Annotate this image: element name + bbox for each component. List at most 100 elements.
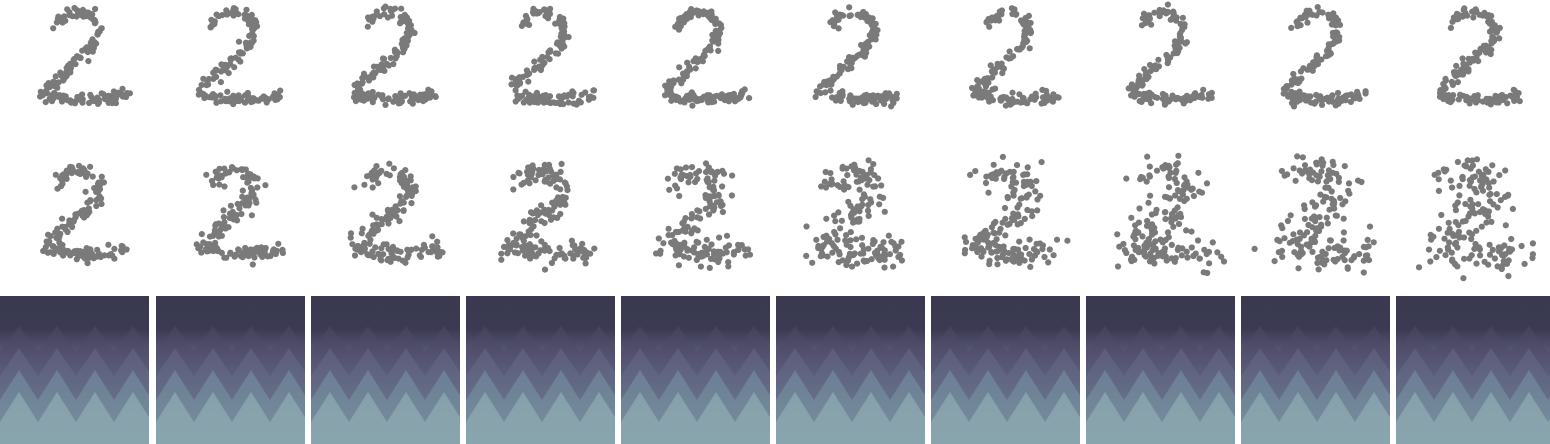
target-point [585,96,592,103]
sample-point [996,243,1003,250]
sample-point [1064,237,1071,244]
target-point [570,89,577,96]
sample-point [364,173,371,180]
sample-point [60,247,68,254]
target-point [708,8,715,15]
sample-point [1026,251,1033,258]
target-point [1504,100,1511,107]
target-point [217,92,224,99]
target-point [1334,89,1342,97]
sample-point [1325,245,1332,252]
sample-point [93,184,101,191]
sample-point [1011,186,1018,194]
sample-point [1148,241,1155,248]
target-point [882,90,889,97]
target-point [398,14,405,21]
sample-point [216,165,223,172]
sample-point [1171,175,1178,183]
sample-point [1334,243,1341,250]
target-point [1454,79,1461,86]
target-point [1314,4,1321,11]
target-point [1022,14,1029,22]
sample-point [375,180,382,187]
sample-point [105,241,112,248]
sample-point [557,197,564,205]
sample-point [1364,236,1371,243]
sample-point [556,244,563,252]
sample-point [118,242,125,250]
target-point [969,84,976,92]
sample-point [834,236,841,243]
sample-point [404,254,411,261]
sample-point [672,252,679,259]
target-point [46,83,53,90]
sample-point [692,178,699,186]
sample-point [1316,253,1323,261]
target-point [1039,86,1046,93]
target-point [217,98,225,105]
sample-point [1022,244,1029,252]
sample-point [239,193,246,200]
target-point [1330,14,1337,21]
target-point [88,14,95,21]
sample-point [705,211,713,218]
sample-point [986,243,993,250]
sample-point [1021,171,1028,178]
target-point [565,99,572,106]
sample-point [1158,237,1165,244]
target-point [69,13,76,20]
sample-point [1194,237,1202,244]
target-point [1459,13,1466,20]
sample-point [521,242,528,249]
sample-point [504,237,511,244]
target-point [1164,1,1171,8]
sample-point [233,167,240,174]
field-panel [621,296,770,444]
sample-point [89,173,96,180]
target-point [237,49,244,56]
sample-point [746,251,754,258]
sample-point [708,241,715,248]
target-point [397,90,404,97]
target-point [1020,96,1027,104]
sample-point [1360,257,1367,264]
target-point [1453,16,1460,23]
sample-point [684,223,691,230]
sample-point [856,215,863,223]
sample-point [1340,215,1347,222]
sample-point [541,219,548,227]
target-point [531,58,538,65]
sample-point [1296,167,1303,174]
target-point [85,58,92,65]
target-point [242,39,250,46]
sample-point [198,231,205,238]
sample-point [1497,197,1504,204]
sample-point [1165,184,1173,191]
sample-point [665,225,672,232]
target-point [1009,89,1016,96]
sample-point [1175,244,1182,251]
sample-point [703,176,710,184]
sample-point [1146,163,1153,170]
sample-point [1180,187,1187,194]
sample-point [205,247,212,254]
target-point [670,79,677,87]
field-texture [931,326,1080,444]
target-point [379,94,386,102]
sample-point [249,261,256,268]
sample-point [1148,231,1155,238]
sample-point [98,200,105,208]
target-point [547,48,554,55]
sample-point [1027,263,1034,270]
field-band [1396,326,1550,444]
sample-point [1010,245,1017,253]
sample-point [673,165,680,172]
sample-point [803,252,810,259]
target-point [980,89,987,96]
sample-point [722,244,729,251]
sample-point [1128,214,1135,221]
target-point [370,63,378,70]
sample-point [541,246,548,253]
sample-point [719,201,726,208]
sample-point [76,252,83,259]
